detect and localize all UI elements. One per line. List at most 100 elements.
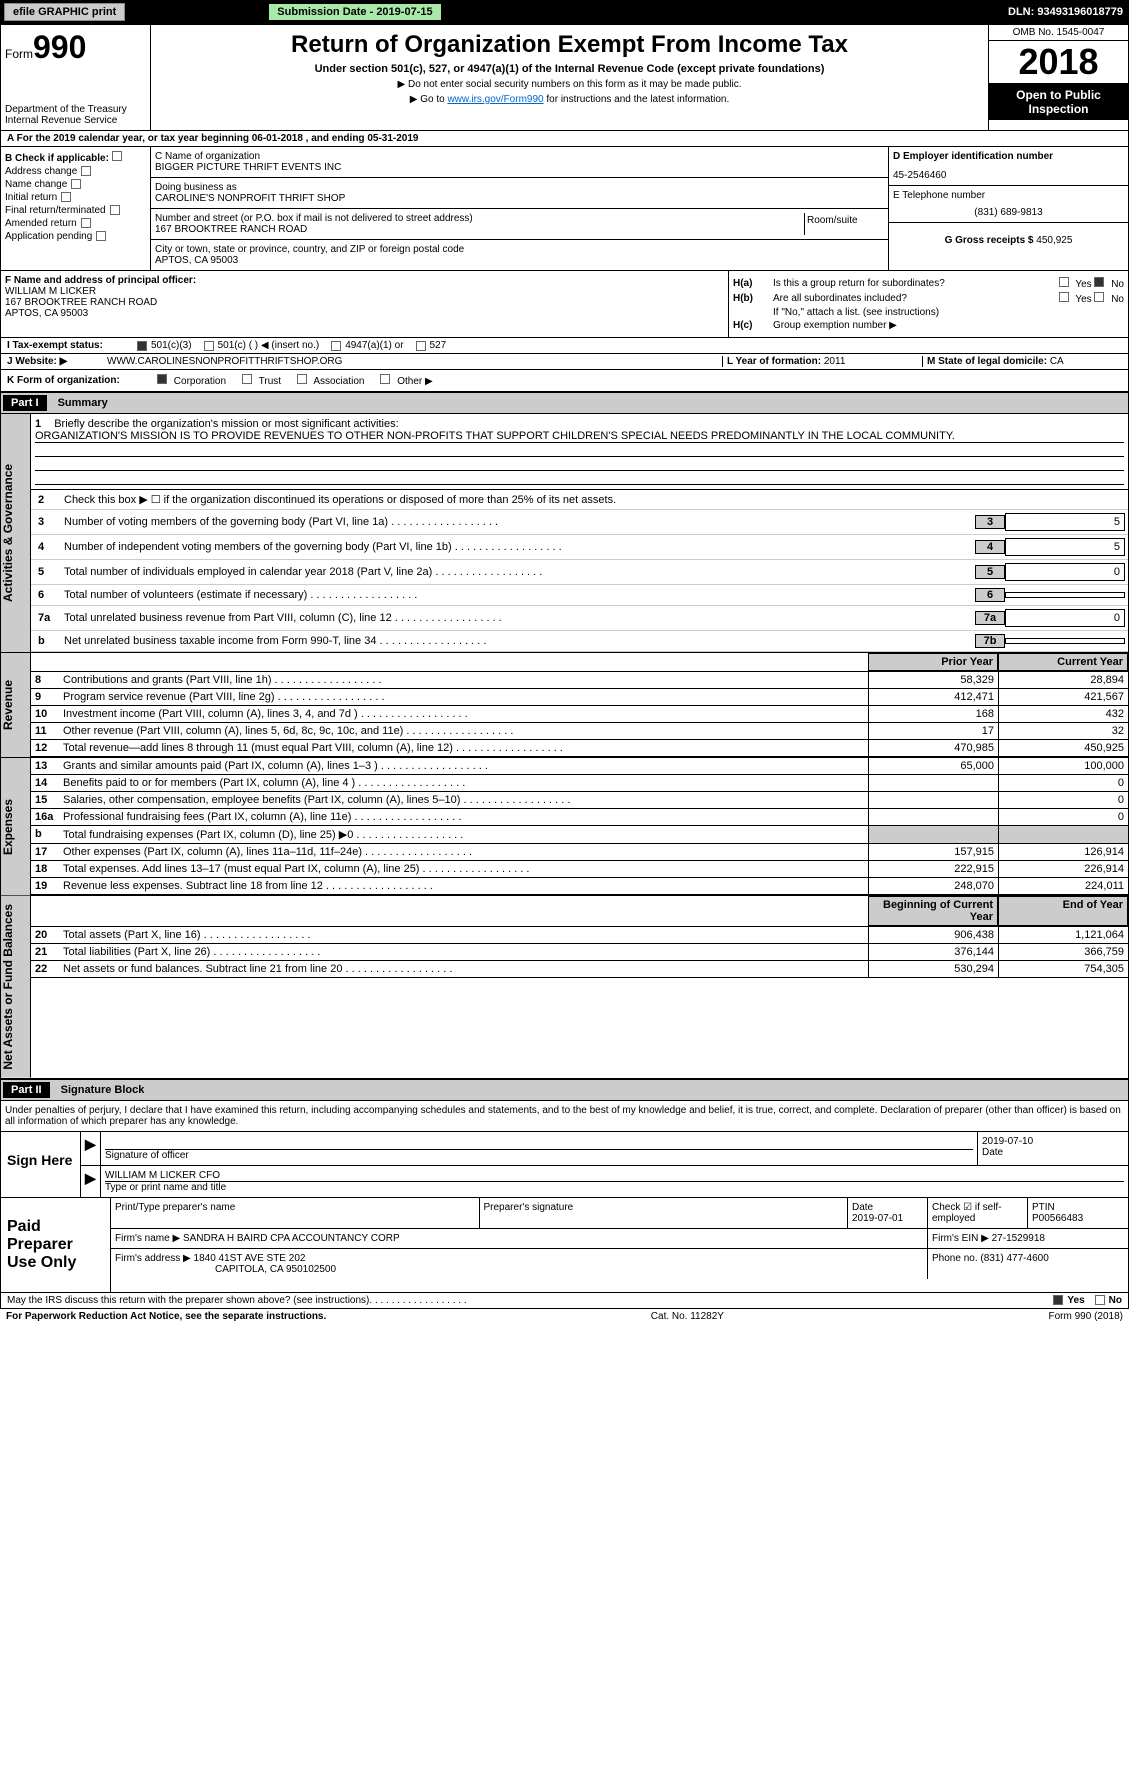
opt-501c: 501(c) ( ) ◀ (insert no.)	[218, 340, 320, 351]
data-line: 12Total revenue—add lines 8 through 11 (…	[31, 740, 1128, 757]
mission-block: 1 Briefly describe the organization's mi…	[31, 414, 1128, 490]
check-item: Final return/terminated	[5, 205, 146, 216]
org-name-label: C Name of organization	[155, 151, 884, 162]
ein-value: 45-2546460	[893, 170, 1124, 181]
cat-no: Cat. No. 11282Y	[651, 1311, 724, 1322]
section-activities-gov: Activities & Governance 1 Briefly descri…	[0, 414, 1129, 653]
org-name: BIGGER PICTURE THRIFT EVENTS INC	[155, 162, 884, 173]
hb-label: H(b)	[733, 293, 773, 304]
form-note-ssn: ▶ Do not enter social security numbers o…	[157, 79, 982, 90]
summary-line: bNet unrelated business taxable income f…	[31, 631, 1128, 652]
col-b-check: B Check if applicable: Address changeNam…	[1, 147, 151, 270]
dba-value: CAROLINE'S NONPROFIT THRIFT SHOP	[155, 193, 884, 204]
form-note-link: ▶ Go to www.irs.gov/Form990 for instruct…	[157, 94, 982, 105]
officer-name: WILLIAM M LICKER	[5, 286, 724, 297]
firm-city: CAPITOLA, CA 950102500	[215, 1264, 336, 1275]
row-a-calendar: A For the 2019 calendar year, or tax yea…	[0, 131, 1129, 147]
sign-here-label: Sign Here	[1, 1132, 81, 1197]
row-i-tax-status: I Tax-exempt status: 501(c)(3) 501(c) ( …	[0, 338, 1129, 354]
hb-text: Are all subordinates included?	[773, 293, 907, 304]
irs-link[interactable]: www.irs.gov/Form990	[447, 94, 543, 105]
open-public: Open to Public Inspection	[989, 84, 1128, 120]
begin-year-header: Beginning of Current Year	[868, 896, 998, 926]
addr-label: Number and street (or P.O. box if mail i…	[155, 213, 804, 224]
check-item: Address change	[5, 166, 146, 177]
firm-addr: 1840 41ST AVE STE 202	[194, 1253, 306, 1264]
col-de: D Employer identification number 45-2546…	[888, 147, 1128, 270]
paid-preparer-label: Paid Preparer Use Only	[1, 1198, 111, 1292]
line-1-no: 1	[35, 418, 41, 430]
data-line: 22Net assets or fund balances. Subtract …	[31, 961, 1128, 978]
gross-label: G Gross receipts $	[945, 235, 1037, 246]
part1-label: Part I	[3, 395, 47, 411]
data-line: 11Other revenue (Part VIII, column (A), …	[31, 723, 1128, 740]
header-mid: Return of Organization Exempt From Incom…	[151, 25, 988, 130]
officer-addr: 167 BROOKTREE RANCH ROAD APTOS, CA 95003	[5, 297, 724, 319]
hc-text: Group exemption number ▶	[773, 320, 897, 331]
org-form-label: K Form of organization:	[7, 375, 157, 386]
form-label: Form	[5, 47, 33, 61]
website-value: WWW.CAROLINESNONPROFITTHRIFTSHOP.ORG	[107, 356, 342, 367]
sig-name-title: WILLIAM M LICKER CFO	[105, 1170, 1124, 1182]
summary-line: 7aTotal unrelated business revenue from …	[31, 606, 1128, 631]
prep-name-hdr: Print/Type preparer's name	[111, 1198, 480, 1228]
efile-btn[interactable]: efile GRAPHIC print	[4, 3, 125, 21]
phone-value: (831) 689-9813	[893, 207, 1124, 218]
data-line: 19Revenue less expenses. Subtract line 1…	[31, 878, 1128, 895]
sig-officer-label: Signature of officer	[105, 1150, 973, 1161]
city-label: City or town, state or province, country…	[155, 244, 884, 255]
form-number: 990	[33, 29, 86, 65]
dba-label: Doing business as	[155, 182, 884, 193]
paperwork-notice: For Paperwork Reduction Act Notice, see …	[6, 1311, 326, 1322]
hc-label: H(c)	[733, 320, 773, 331]
data-line: 9Program service revenue (Part VIII, lin…	[31, 689, 1128, 706]
data-line: bTotal fundraising expenses (Part IX, co…	[31, 826, 1128, 844]
hb-answer: Yes No	[1059, 292, 1124, 305]
prep-sig-hdr: Preparer's signature	[480, 1198, 849, 1228]
row-k-org-form: K Form of organization: Corporation Trus…	[0, 370, 1129, 392]
vtab-net-assets: Net Assets or Fund Balances	[1, 896, 31, 1078]
firm-ein: 27-1529918	[992, 1233, 1045, 1244]
check-item: Name change	[5, 179, 146, 190]
section-expenses: Expenses 13Grants and similar amounts pa…	[0, 758, 1129, 896]
phone-label: E Telephone number	[893, 190, 1124, 201]
ptin-value: P00566483	[1032, 1213, 1083, 1224]
ha-text: Is this a group return for subordinates?	[773, 278, 945, 289]
group-return: H(a) Is this a group return for subordin…	[728, 271, 1128, 337]
check-item: Initial return	[5, 192, 146, 203]
website-label: J Website: ▶	[7, 356, 107, 367]
firm-phone-label: Phone no.	[932, 1253, 980, 1264]
summary-line: 3Number of voting members of the governi…	[31, 510, 1128, 535]
vtab-expenses: Expenses	[1, 758, 31, 895]
row-j: J Website: ▶ WWW.CAROLINESNONPROFITTHRIF…	[0, 354, 1129, 370]
ptin-label: PTIN	[1032, 1202, 1055, 1213]
data-line: 21Total liabilities (Part X, line 26)376…	[31, 944, 1128, 961]
part2-header: Part II Signature Block	[0, 1079, 1129, 1101]
sign-here-block: Sign Here ▶ Signature of officer 2019-07…	[0, 1132, 1129, 1198]
opt-4947: 4947(a)(1) or	[345, 340, 403, 351]
data-line: 13Grants and similar amounts paid (Part …	[31, 758, 1128, 775]
addr-value: 167 BROOKTREE RANCH ROAD	[155, 224, 804, 235]
data-line: 17Other expenses (Part IX, column (A), l…	[31, 844, 1128, 861]
officer-label: F Name and address of principal officer:	[5, 275, 724, 286]
part2-title: Signature Block	[61, 1084, 145, 1096]
state-domicile: CA	[1050, 356, 1064, 367]
col-c-org: C Name of organization BIGGER PICTURE TH…	[151, 147, 888, 270]
year-formation-label: L Year of formation:	[727, 356, 824, 367]
submission-date: Submission Date - 2019-07-15	[269, 4, 440, 20]
data-line: 16aProfessional fundraising fees (Part I…	[31, 809, 1128, 826]
ein-label: D Employer identification number	[893, 151, 1124, 162]
prep-date-val: 2019-07-01	[852, 1213, 903, 1224]
sig-date-label: Date	[982, 1147, 1124, 1158]
omb-no: OMB No. 1545-0047	[989, 25, 1128, 41]
state-domicile-label: M State of legal domicile:	[927, 356, 1050, 367]
opt-527: 527	[430, 340, 447, 351]
section-revenue: Revenue Prior Year Current Year 8Contrib…	[0, 653, 1129, 758]
ha-label: H(a)	[733, 278, 773, 289]
firm-name-label: Firm's name ▶	[115, 1233, 183, 1244]
top-bar: efile GRAPHIC print Submission Date - 20…	[0, 0, 1129, 24]
firm-phone: (831) 477-4600	[980, 1253, 1048, 1264]
check-item: Amended return	[5, 218, 146, 229]
goto-prefix: ▶ Go to	[410, 94, 448, 105]
year-formation: 2011	[824, 356, 846, 367]
